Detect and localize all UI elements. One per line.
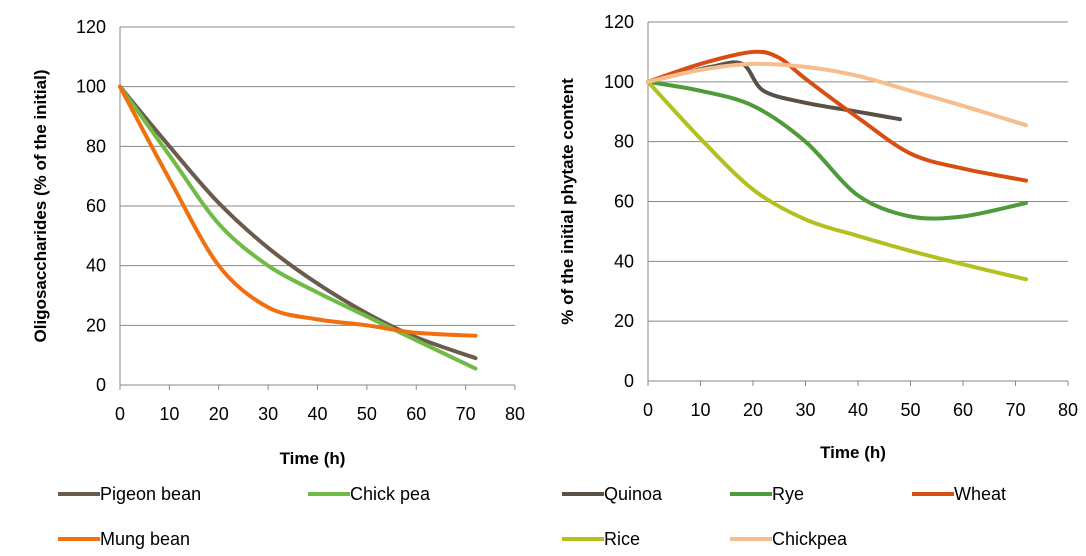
legend-label: Chick pea: [350, 484, 431, 504]
right-x-tick-label: 60: [953, 400, 973, 420]
left-legend-item-pigeon-bean: Pigeon bean: [58, 484, 201, 504]
right-legend-item-quinoa: Quinoa: [562, 484, 663, 504]
left-y-tick-label: 80: [86, 136, 106, 156]
legend-label: Mung bean: [100, 529, 190, 549]
right-y-axis-title: % of the initial phytate content: [558, 78, 577, 325]
right-y-tick-label: 120: [604, 12, 634, 32]
right-x-tick-label: 20: [743, 400, 763, 420]
right-x-tick-label: 80: [1058, 400, 1078, 420]
left-y-tick-label: 120: [76, 17, 106, 37]
right-legend-item-wheat: Wheat: [912, 484, 1006, 504]
left-x-tick-label: 30: [258, 404, 278, 424]
legend-label: Quinoa: [604, 484, 663, 504]
right-series-line-chickpea: [646, 61, 1028, 128]
right-series-line-rye: [646, 79, 1028, 221]
left-y-tick-label: 0: [96, 375, 106, 395]
right-y-tick-label: 0: [624, 371, 634, 391]
left-y-axis-title: Oligosaccharides (% of the initial): [31, 70, 50, 343]
chart-phytate: 0 20 40 60 80 100 120 0 10 20 30 40 50 60 70 80 Time (h)…: [558, 12, 1078, 549]
left-x-tick-label: 10: [159, 404, 179, 424]
left-x-tick-label: 40: [307, 404, 327, 424]
left-legend-item-mung-bean: Mung bean: [58, 529, 190, 549]
legend-label: Rye: [772, 484, 804, 504]
right-legend-item-chickpea: Chickpea: [730, 529, 848, 549]
left-x-tick-label: 0: [115, 404, 125, 424]
right-x-axis-title: Time (h): [820, 443, 886, 462]
left-legend-item-chick-pea: Chick pea: [308, 484, 431, 504]
left-series-line-chick-pea: [118, 84, 478, 371]
right-series-line-rice: [646, 79, 1028, 282]
left-x-axis-title: Time (h): [280, 449, 346, 468]
right-x-tick-label: 40: [848, 400, 868, 420]
right-x-tick-label: 0: [643, 400, 653, 420]
right-y-tick-label: 40: [614, 251, 634, 271]
chart-oligosaccharides: 0 20 40 60 80 100 120 0 10 20 30 40 50 60 70 80 Time (h)…: [31, 17, 525, 549]
left-series-line-mung-bean: [118, 84, 478, 338]
left-x-tick-label: 50: [357, 404, 377, 424]
left-x-tick-label: 70: [456, 404, 476, 424]
right-legend-item-rice: Rice: [562, 529, 640, 549]
left-y-tick-label: 40: [86, 256, 106, 276]
legend-label: Wheat: [954, 484, 1006, 504]
legend-label: Chickpea: [772, 529, 848, 549]
legend-label: Rice: [604, 529, 640, 549]
right-x-tick-label: 50: [900, 400, 920, 420]
left-x-tick-label: 80: [505, 404, 525, 424]
right-y-tick-label: 20: [614, 311, 634, 331]
right-x-tick-label: 70: [1005, 400, 1025, 420]
legend-label: Pigeon bean: [100, 484, 201, 504]
left-y-tick-label: 20: [86, 315, 106, 335]
right-legend-item-rye: Rye: [730, 484, 804, 504]
right-y-tick-label: 80: [614, 132, 634, 152]
right-x-tick-label: 10: [690, 400, 710, 420]
left-y-tick-label: 100: [76, 77, 106, 97]
right-y-tick-label: 60: [614, 192, 634, 212]
left-series-line-pigeon-bean: [118, 84, 478, 361]
right-y-tick-label: 100: [604, 72, 634, 92]
right-series-line-wheat: [646, 49, 1028, 183]
left-y-tick-label: 60: [86, 196, 106, 216]
left-x-tick-label: 60: [406, 404, 426, 424]
right-x-tick-label: 30: [795, 400, 815, 420]
left-x-tick-label: 20: [209, 404, 229, 424]
